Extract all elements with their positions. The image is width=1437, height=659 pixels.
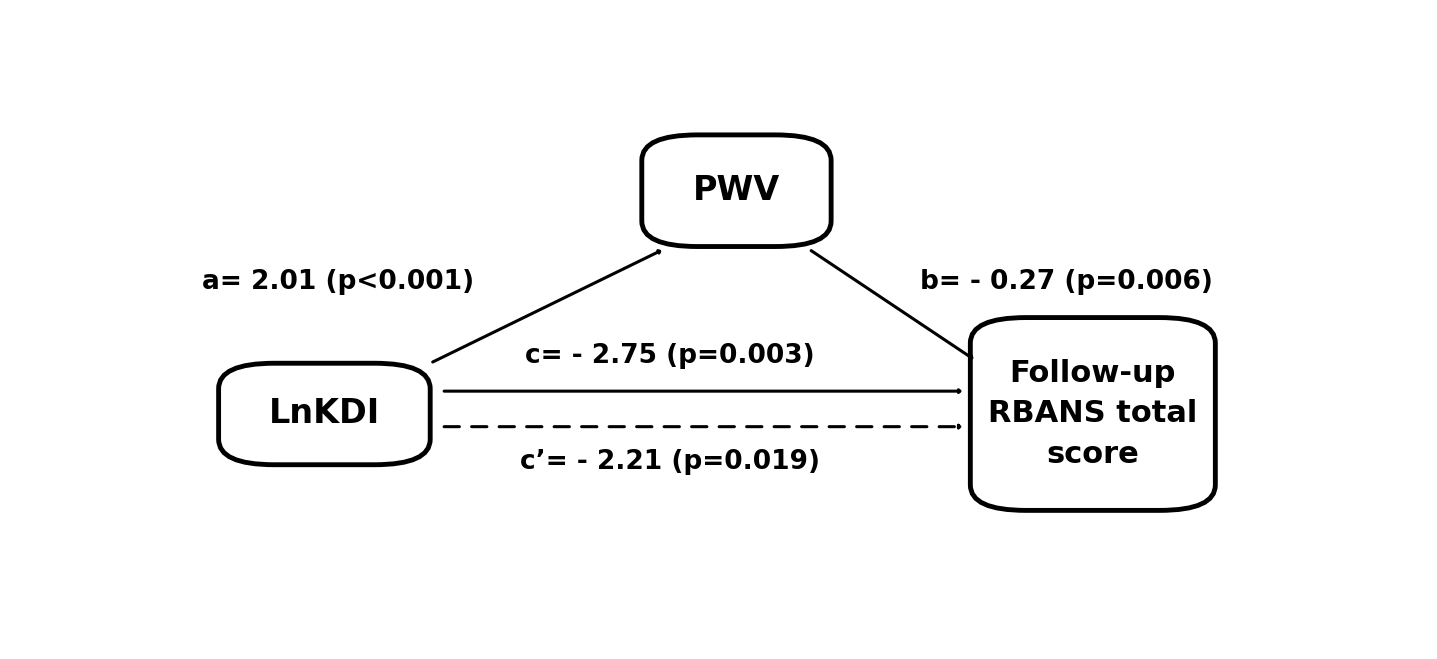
Text: b= - 0.27 (p=0.006): b= - 0.27 (p=0.006) [920,269,1213,295]
Text: Follow-up
RBANS total
score: Follow-up RBANS total score [989,359,1197,469]
Text: PWV: PWV [693,174,780,207]
Text: c= - 2.75 (p=0.003): c= - 2.75 (p=0.003) [525,343,815,368]
Text: LnKDI: LnKDI [269,397,379,430]
Text: c’= - 2.21 (p=0.019): c’= - 2.21 (p=0.019) [520,449,819,475]
Text: a= 2.01 (p<0.001): a= 2.01 (p<0.001) [201,269,474,295]
FancyBboxPatch shape [970,318,1216,510]
FancyBboxPatch shape [218,363,430,465]
FancyBboxPatch shape [642,135,831,246]
